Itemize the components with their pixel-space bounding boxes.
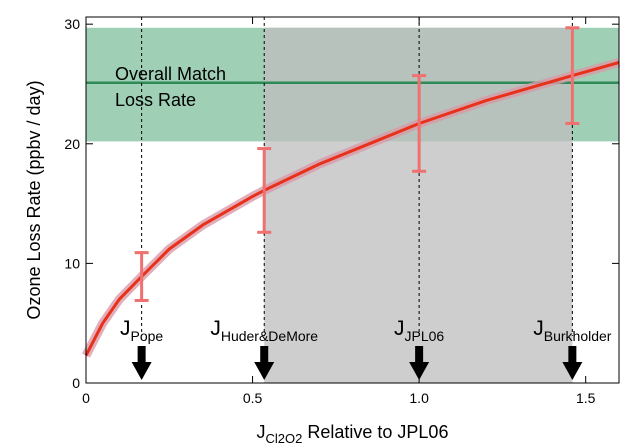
marker-label: JBurkholder	[533, 317, 612, 344]
marker-label-sub: JPL06	[405, 328, 445, 344]
marker-label-main: J	[210, 317, 221, 340]
marker-arrow	[131, 346, 152, 380]
match-label: Loss Rate	[115, 90, 196, 110]
x-tick-label: 1.0	[409, 390, 429, 406]
y-tick-label: 0	[72, 375, 80, 391]
plot-frame	[85, 16, 620, 384]
match-label: Overall Match	[115, 64, 226, 84]
y-axis-label: Ozone Loss Rate (ppbv / day)	[24, 80, 44, 319]
y-tick-label: 30	[64, 16, 80, 32]
marker-label-main: J	[533, 317, 544, 340]
marker-label: JHuder&DeMore	[210, 317, 318, 344]
x-axis-label-sub: Cl2O2	[266, 431, 303, 446]
x-tick-label: 0	[82, 390, 90, 406]
marker-label: JPope	[120, 317, 163, 344]
y-tick-label: 10	[64, 255, 80, 271]
x-axis-label-rest: Relative to JPL06	[302, 422, 448, 442]
marker-label: JJPL06	[394, 317, 444, 344]
x-tick-label: 0.5	[243, 390, 263, 406]
x-axis-label: JCl2O2 Relative to JPL06	[257, 422, 449, 446]
marker-label-sub: Huder&DeMore	[221, 328, 318, 344]
x-tick-label: 1.5	[576, 390, 596, 406]
y-tick-label: 20	[64, 136, 80, 152]
marker-label-sub: Burkholder	[544, 328, 612, 344]
curve	[84, 61, 620, 357]
marker-arrow	[562, 346, 583, 380]
marker-label-sub: Pope	[131, 328, 164, 344]
marker-label-main: J	[394, 317, 405, 340]
marker-arrow	[409, 346, 430, 380]
x-axis-label-main: J	[257, 422, 266, 442]
marker-arrow	[254, 346, 275, 380]
marker-label-main: J	[120, 317, 131, 340]
